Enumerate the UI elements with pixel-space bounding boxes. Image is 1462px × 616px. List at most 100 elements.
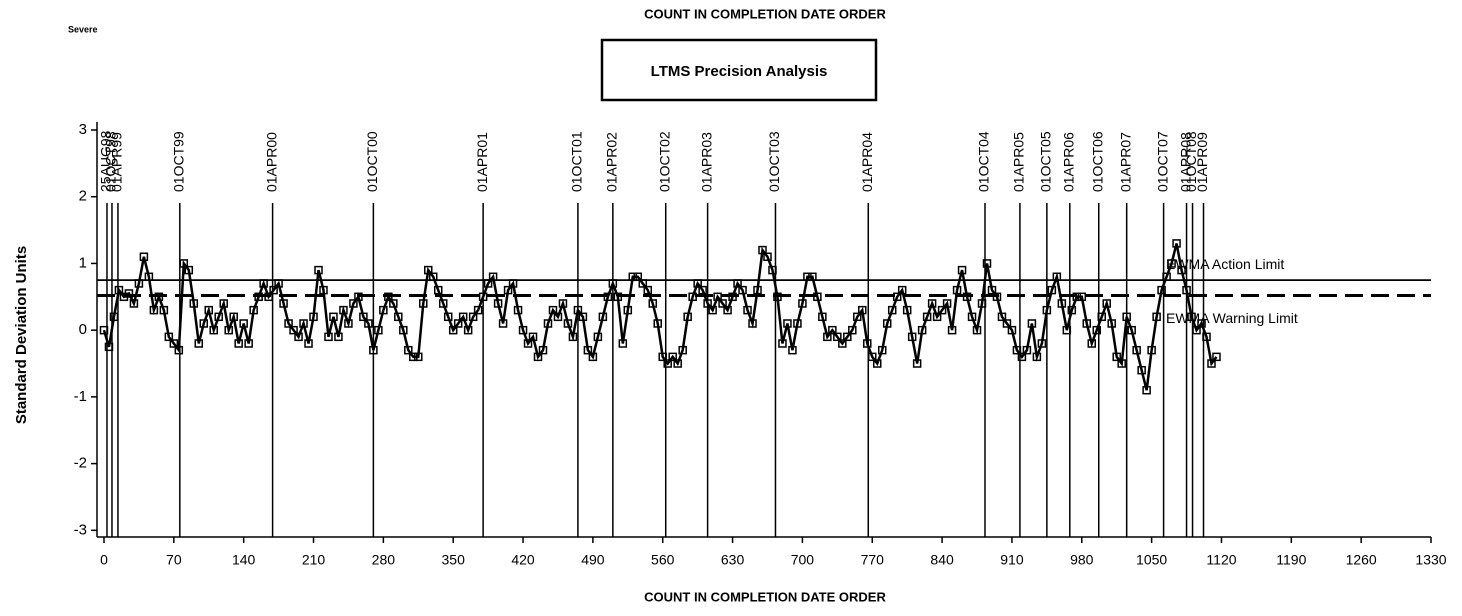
data-point — [947, 325, 957, 335]
data-point — [882, 319, 892, 328]
date-label: 01OCT99 — [171, 131, 187, 192]
data-point — [199, 319, 209, 328]
data-point — [478, 292, 488, 302]
data-point — [1047, 285, 1057, 295]
data-point — [962, 292, 972, 302]
data-point — [778, 339, 787, 348]
data-point — [309, 312, 318, 322]
data-point — [483, 279, 493, 288]
data-point — [513, 305, 523, 315]
data-point — [942, 299, 952, 308]
data-point — [703, 299, 712, 308]
data-point — [858, 305, 867, 315]
data-point — [1067, 305, 1077, 315]
data-point — [538, 345, 548, 355]
y-tick-label: 0 — [79, 321, 87, 338]
data-point — [1082, 319, 1092, 328]
data-point — [414, 352, 423, 362]
data-point — [868, 352, 877, 362]
x-tick-label: 910 — [1000, 552, 1024, 568]
data-point — [987, 285, 997, 295]
x-tick-label: 840 — [930, 552, 954, 568]
data-point — [663, 359, 672, 368]
data-point — [194, 339, 204, 348]
data-point — [359, 312, 368, 322]
data-point — [419, 299, 428, 308]
limit-label: EWMA Action Limit — [1166, 256, 1284, 272]
date-label: 01APR02 — [604, 132, 620, 192]
date-label: 01OCT05 — [1038, 131, 1054, 192]
data-point — [339, 305, 348, 315]
data-point — [164, 332, 174, 342]
data-point — [109, 312, 119, 322]
data-point — [733, 279, 742, 288]
date-label: 01OCT06 — [1089, 131, 1105, 192]
data-point — [214, 312, 223, 322]
data-point — [997, 312, 1007, 322]
data-point — [1102, 299, 1111, 308]
data-point — [773, 292, 782, 302]
date-label: 01APR08 — [1177, 132, 1193, 192]
data-point — [438, 299, 448, 308]
data-point — [892, 292, 902, 302]
x-tick-label: 350 — [442, 552, 466, 568]
date-label: 25AUG98 — [98, 130, 114, 192]
data-point — [219, 299, 228, 308]
data-point — [528, 332, 538, 342]
data-point — [274, 279, 283, 288]
data-point — [818, 312, 827, 322]
data-point — [1002, 319, 1012, 328]
data-point — [758, 245, 767, 255]
x-tick-label: 630 — [721, 552, 745, 568]
data-point — [149, 305, 159, 315]
data-point — [1182, 285, 1191, 295]
data-point — [583, 345, 593, 355]
date-label: 01OCT07 — [1154, 131, 1170, 192]
data-point — [808, 272, 817, 282]
data-point — [458, 312, 468, 322]
data-point — [518, 325, 528, 335]
data-point — [823, 332, 832, 342]
data-point — [364, 319, 373, 328]
date-label: 01APR00 — [263, 132, 279, 192]
y-tick-label: -1 — [74, 388, 87, 405]
data-point — [838, 339, 847, 348]
date-label: 01APR99 — [109, 132, 125, 192]
data-point — [1017, 352, 1027, 362]
data-point — [389, 299, 398, 308]
data-point — [1057, 299, 1067, 308]
data-point — [254, 292, 263, 302]
data-point — [493, 299, 503, 308]
data-point — [1032, 352, 1042, 362]
data-point — [433, 285, 443, 295]
data-point — [1072, 292, 1082, 302]
y-tick-label: 2 — [79, 188, 87, 205]
data-point — [204, 305, 213, 315]
date-label: 01APR01 — [474, 132, 490, 192]
data-point — [384, 292, 393, 302]
date-label: 01OCT02 — [656, 131, 672, 192]
x-tick-label: 700 — [791, 552, 815, 568]
data-point — [553, 312, 563, 322]
x-tick-label: 70 — [166, 552, 182, 568]
data-point — [324, 332, 333, 342]
data-point — [603, 292, 613, 302]
data-point — [1187, 312, 1196, 322]
date-label: 01OCT08 — [1183, 131, 1199, 192]
data-point — [982, 259, 992, 268]
data-point — [179, 259, 189, 268]
date-label: 01OCT03 — [766, 131, 782, 192]
date-label: 01OCT04 — [976, 131, 992, 192]
limit-label: EWMA Warning Limit — [1166, 310, 1298, 326]
x-tick-label: 980 — [1070, 552, 1094, 568]
data-point — [1007, 325, 1017, 335]
data-point — [863, 339, 872, 348]
data-point — [937, 305, 947, 315]
data-point — [289, 325, 298, 335]
data-point — [693, 279, 702, 288]
data-point — [234, 339, 243, 348]
data-point — [1092, 325, 1102, 335]
x-tick-label: 140 — [232, 552, 256, 568]
data-point — [1112, 352, 1121, 362]
data-point — [1042, 305, 1052, 315]
